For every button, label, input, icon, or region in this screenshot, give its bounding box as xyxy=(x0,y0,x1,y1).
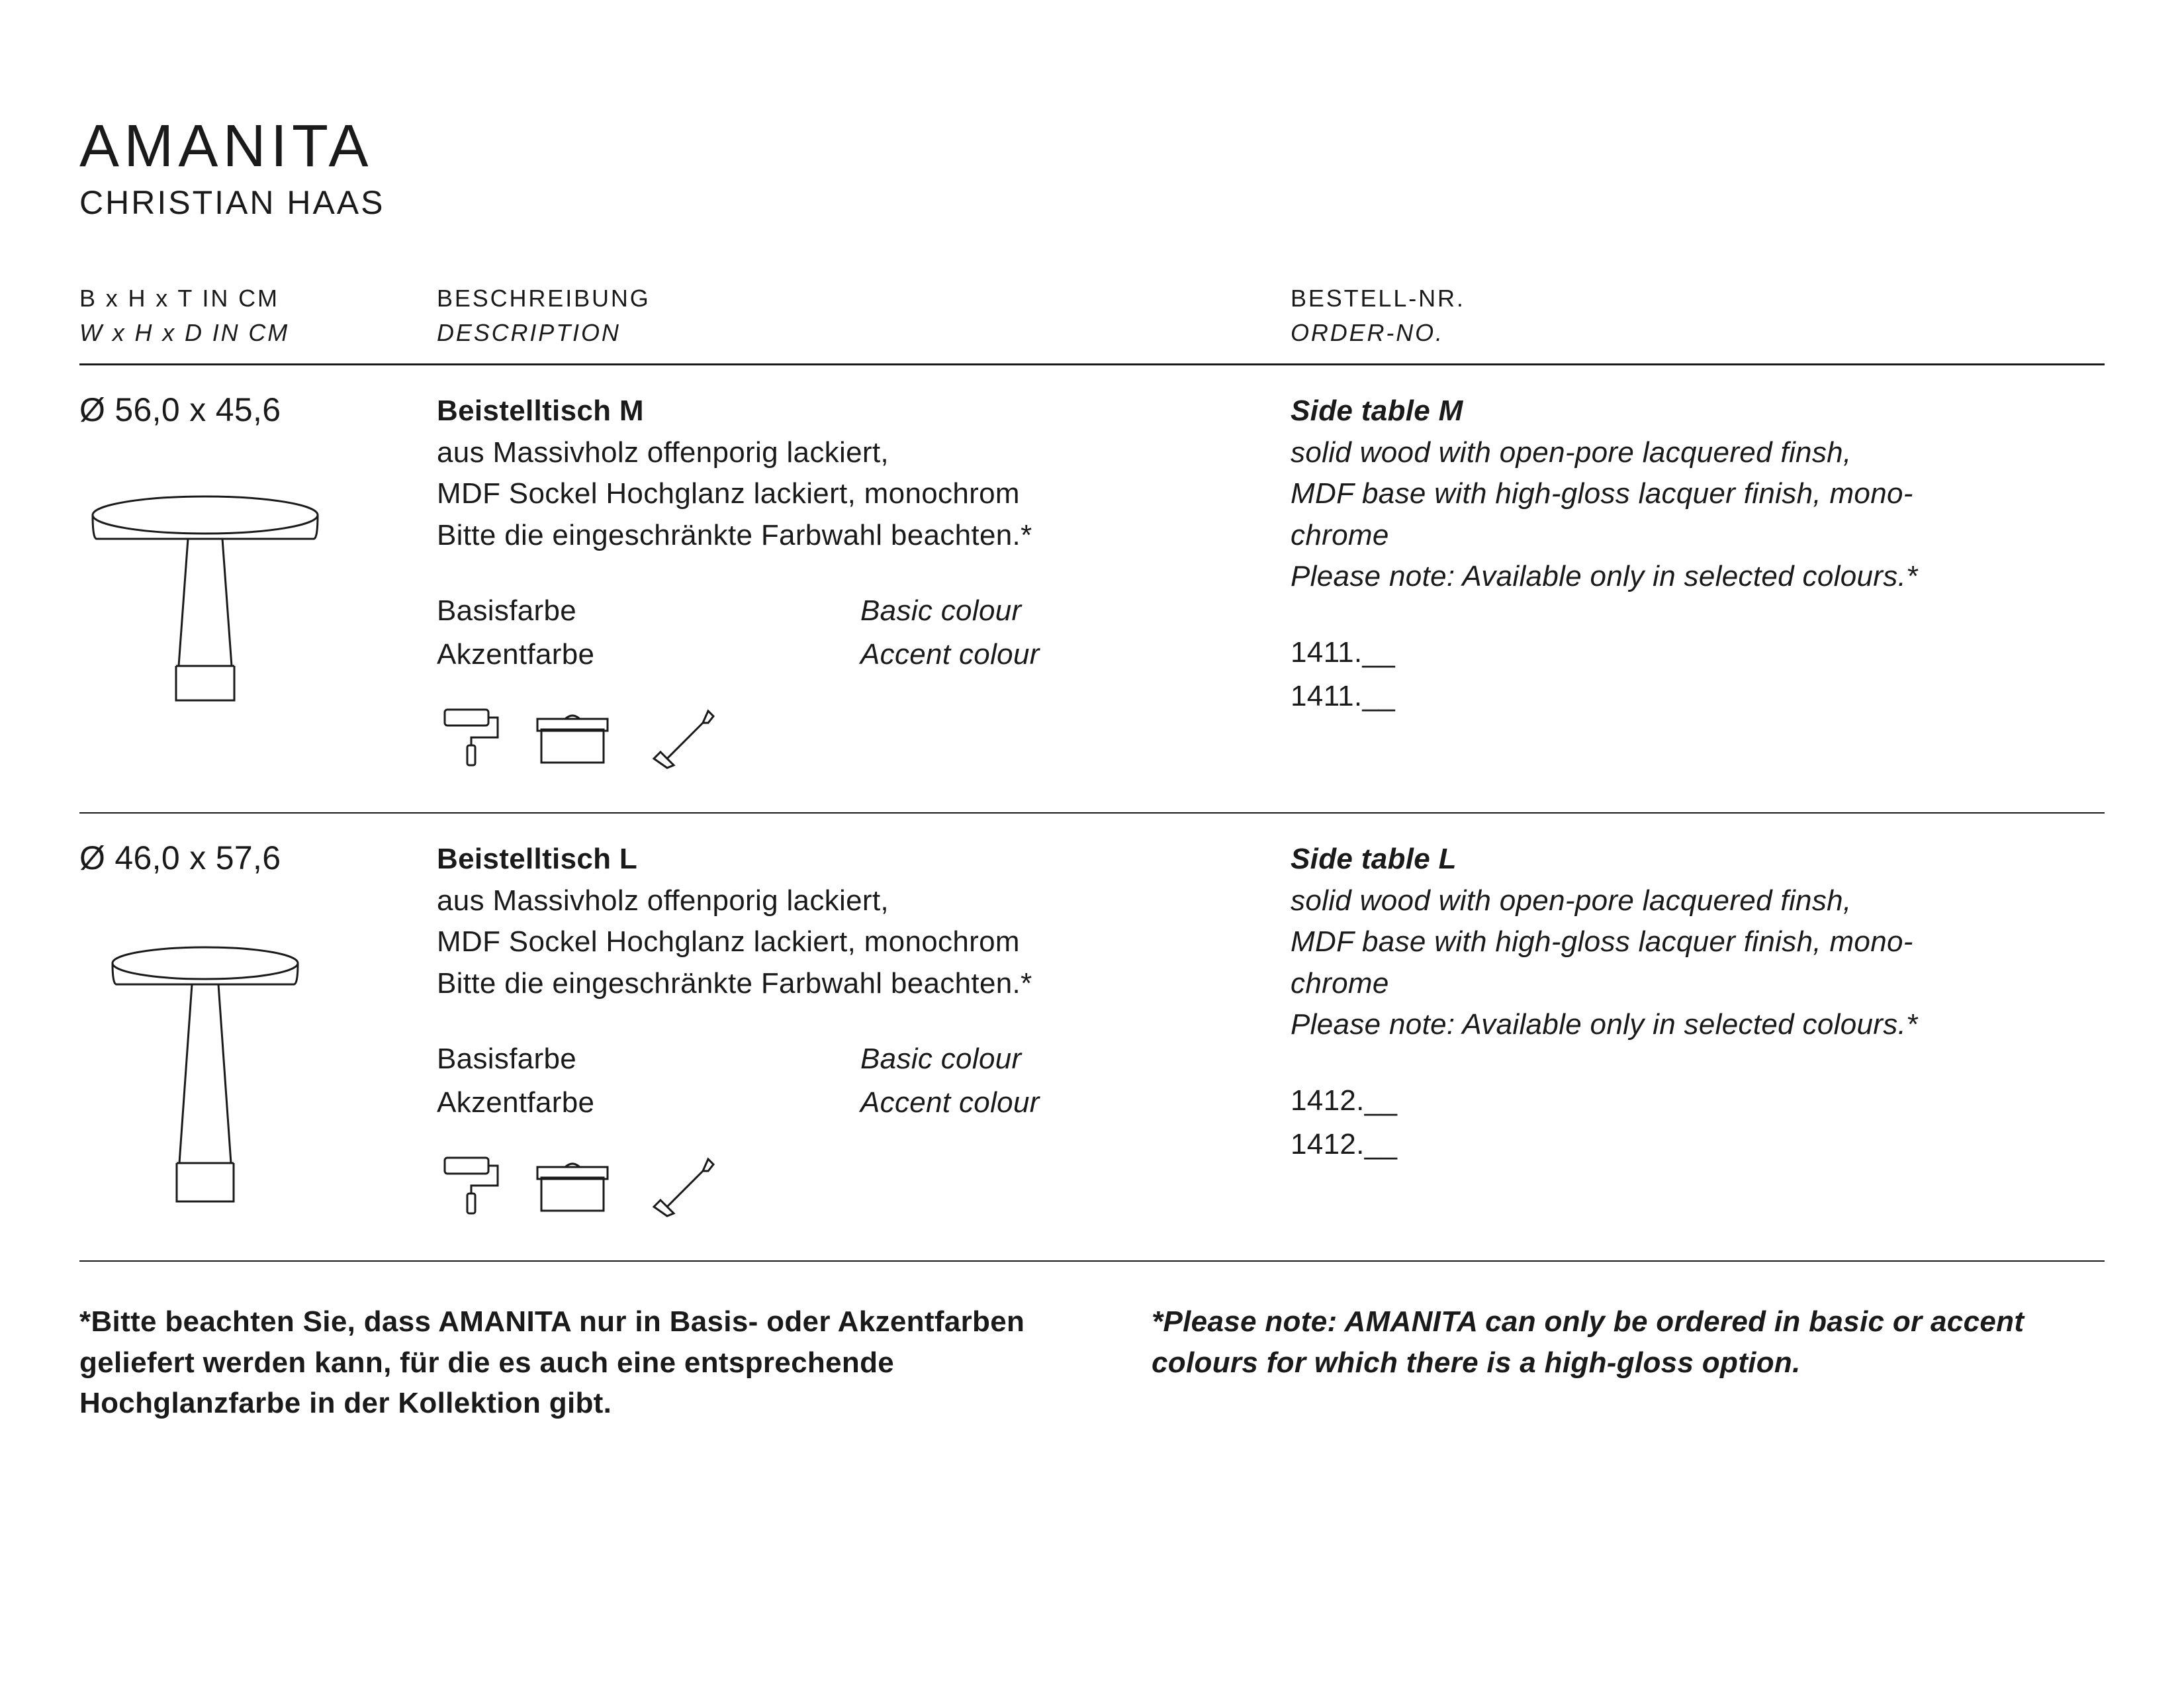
desc-line: Bitte die eingeschränkte Farbwahl beacht… xyxy=(437,963,1291,1004)
product-illustration xyxy=(79,937,437,1218)
footnote-de: *Bitte beachten Sie, dass AMANITA nur in… xyxy=(79,1301,1072,1424)
description-de: Beistelltisch M aus Massivholz offenpori… xyxy=(437,391,1291,556)
spec-label-de: Basisfarbe xyxy=(437,1037,860,1081)
box-icon xyxy=(536,710,609,773)
column-headers: B x H x T IN CM W x H x D IN CM BESCHREI… xyxy=(79,281,2105,365)
dimensions: Ø 56,0 x 45,6 xyxy=(79,391,437,429)
desc-line: MDF base with high-gloss lacquer finish,… xyxy=(1291,473,2105,514)
desc-line: Please note: Available only in selected … xyxy=(1291,1004,2105,1045)
finish-icons xyxy=(437,1145,1291,1221)
screwdriver-icon xyxy=(642,1145,721,1221)
col-ord-de: BESTELL-NR. xyxy=(1291,281,2105,316)
desc-line: Bitte die eingeschränkte Farbwahl beacht… xyxy=(437,515,1291,556)
order-no: 1412.__ xyxy=(1291,1079,2105,1123)
finish-icons xyxy=(437,696,1291,773)
roller-icon xyxy=(437,1151,503,1221)
order-no: 1411.__ xyxy=(1291,631,2105,675)
order-no: 1412.__ xyxy=(1291,1123,2105,1166)
spec-label-en: Basic colour xyxy=(860,589,1022,633)
dimensions: Ø 46,0 x 57,6 xyxy=(79,839,437,877)
color-specs: Basisfarbe Basic colour Akzentfarbe Acce… xyxy=(437,1037,1291,1221)
desc-line: MDF base with high-gloss lacquer finish,… xyxy=(1291,921,2105,962)
spec-label-en: Accent colour xyxy=(860,633,1040,677)
col-ord-en: ORDER-NO. xyxy=(1291,316,2105,350)
order-numbers: 1412.__ 1412.__ xyxy=(1291,1079,2105,1166)
col-dim-de: B x H x T IN CM xyxy=(79,281,437,316)
designer-name: CHRISTIAN HAAS xyxy=(79,183,2105,222)
product-illustration xyxy=(79,489,437,717)
spec-label-de: Basisfarbe xyxy=(437,589,860,633)
description-de: Beistelltisch L aus Massivholz offenpori… xyxy=(437,839,1291,1004)
product-row: Ø 46,0 x 57,6 Beistelltisch L aus Massiv… xyxy=(79,814,2105,1262)
desc-title-en: Side table L xyxy=(1291,839,2105,880)
desc-line: MDF Sockel Hochglanz lackiert, monochrom xyxy=(437,921,1291,962)
col-desc-en: DESCRIPTION xyxy=(437,316,1291,350)
description-en: Side table L solid wood with open-pore l… xyxy=(1291,839,2105,1045)
desc-line: solid wood with open-pore lacquered fins… xyxy=(1291,880,2105,921)
desc-title-de: Beistelltisch M xyxy=(437,391,1291,432)
product-title: AMANITA xyxy=(79,113,2105,181)
product-row: Ø 56,0 x 45,6 Beistelltisch M aus Massiv… xyxy=(79,365,2105,814)
desc-title-en: Side table M xyxy=(1291,391,2105,432)
desc-line: MDF Sockel Hochglanz lackiert, monochrom xyxy=(437,473,1291,514)
spec-label-de: Akzentfarbe xyxy=(437,1081,860,1125)
order-no: 1411.__ xyxy=(1291,675,2105,718)
footnotes: *Bitte beachten Sie, dass AMANITA nur in… xyxy=(79,1301,2105,1424)
desc-line: Please note: Available only in selected … xyxy=(1291,556,2105,597)
desc-line: solid wood with open-pore lacquered fins… xyxy=(1291,432,2105,473)
box-icon xyxy=(536,1158,609,1221)
desc-line: chrome xyxy=(1291,963,2105,1004)
color-specs: Basisfarbe Basic colour Akzentfarbe Acce… xyxy=(437,589,1291,773)
description-en: Side table M solid wood with open-pore l… xyxy=(1291,391,2105,597)
spec-label-en: Accent colour xyxy=(860,1081,1040,1125)
desc-title-de: Beistelltisch L xyxy=(437,839,1291,880)
order-numbers: 1411.__ 1411.__ xyxy=(1291,631,2105,718)
col-desc-de: BESCHREIBUNG xyxy=(437,281,1291,316)
roller-icon xyxy=(437,703,503,773)
desc-line: chrome xyxy=(1291,515,2105,556)
col-dim-en: W x H x D IN CM xyxy=(79,316,437,350)
spec-label-en: Basic colour xyxy=(860,1037,1022,1081)
spec-label-de: Akzentfarbe xyxy=(437,633,860,677)
footnote-en: *Please note: AMANITA can only be ordere… xyxy=(1152,1301,2105,1424)
desc-line: aus Massivholz offenporig lackiert, xyxy=(437,880,1291,921)
desc-line: aus Massivholz offenporig lackiert, xyxy=(437,432,1291,473)
screwdriver-icon xyxy=(642,696,721,773)
